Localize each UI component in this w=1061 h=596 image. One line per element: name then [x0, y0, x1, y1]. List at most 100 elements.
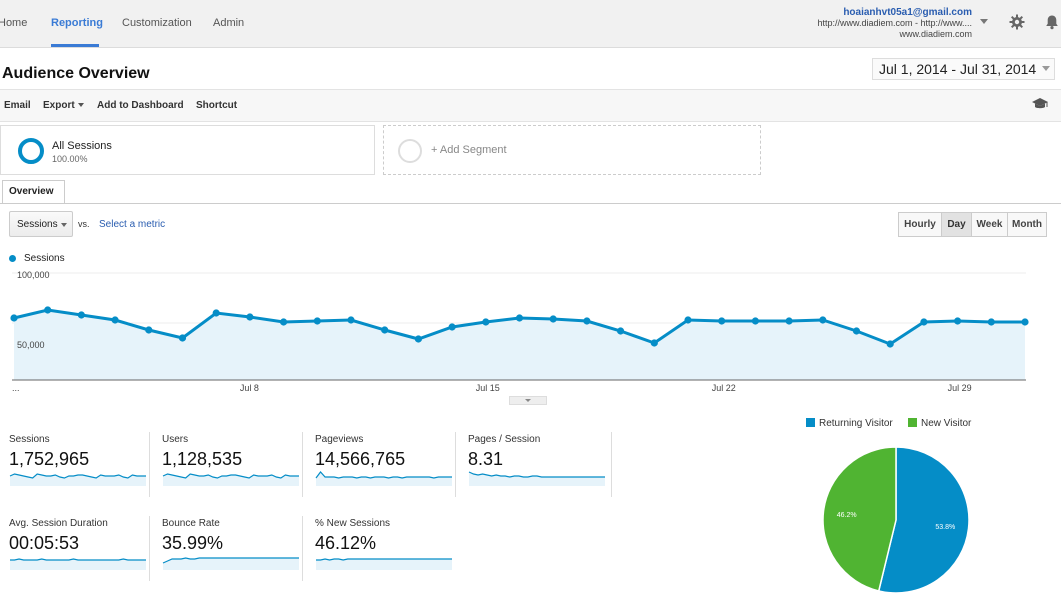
add-segment-label: + Add Segment: [431, 144, 507, 156]
new-visitor-swatch: [908, 418, 917, 427]
tab-overview[interactable]: Overview: [2, 180, 65, 204]
sparkline-fill: [163, 558, 299, 570]
granularity-hourly-button[interactable]: Hourly: [898, 212, 942, 237]
sessions-point-19: [617, 327, 625, 335]
sessions-point-7: [212, 309, 220, 317]
select-metric-link[interactable]: Select a metric: [99, 219, 166, 230]
sessions-point-1: [10, 314, 18, 322]
x-tick-label-2: Jul 15: [476, 383, 500, 393]
x-tick-label-0: ...: [12, 383, 20, 393]
sessions-point-22: [718, 317, 726, 325]
export-button[interactable]: Export: [43, 100, 84, 111]
segment-all-sessions[interactable]: All Sessions 100.00%: [0, 125, 375, 175]
metric-dropdown-caret-icon: [61, 223, 67, 227]
sessions-point-28: [920, 318, 928, 326]
sessions-point-6: [178, 334, 187, 342]
metric-label: Pageviews: [315, 434, 364, 445]
metric-label: Avg. Session Duration: [9, 518, 108, 529]
metric-value: 35.99%: [162, 533, 224, 553]
metric-divider: [611, 432, 612, 497]
account-view: www.diadiem.com: [899, 29, 972, 39]
tab-admin[interactable]: Admin: [213, 17, 245, 29]
granularity-week-button[interactable]: Week: [971, 212, 1008, 237]
sessions-point-20: [650, 339, 658, 347]
y-tick-label-100000: 100,000: [17, 270, 50, 280]
pie-label-returning-visitor: 53.8%: [935, 524, 955, 531]
metric-value: 8.31: [468, 449, 504, 469]
sessions-legend-label: Sessions: [24, 253, 65, 264]
metric-value: 1,128,535: [162, 449, 243, 469]
sessions-legend-dot: [9, 255, 16, 262]
sessions-point-8: [246, 313, 254, 321]
metric-card-pages-per-session[interactable]: Pages / Session 8.31: [459, 432, 612, 497]
active-tab-indicator: [51, 44, 99, 47]
metric-value: 00:05:53: [9, 533, 80, 553]
sessions-point-9: [280, 318, 288, 326]
sessions-point-21: [684, 316, 692, 324]
metric-divider: [302, 432, 303, 497]
sessions-point-26: [852, 327, 861, 335]
sparkline-fill: [10, 474, 146, 486]
tab-reporting[interactable]: Reporting: [51, 17, 103, 29]
metric-card-bounce-rate[interactable]: Bounce Rate 35.99%: [153, 516, 303, 581]
sparkline-line: [162, 473, 299, 479]
chart-expand-caret-icon[interactable]: [525, 399, 531, 402]
sessions-point-15: [482, 318, 490, 326]
sessions-point-18: [583, 317, 591, 325]
metric-sparkline: [162, 557, 299, 570]
pie-slice-new-visitor: [822, 446, 897, 592]
settings-gear-icon[interactable]: [1009, 14, 1025, 30]
add-segment-button[interactable]: + Add Segment: [383, 125, 761, 175]
graduation-cap-icon[interactable]: [1031, 97, 1049, 111]
metric-sparkline: [9, 473, 146, 486]
sparkline-line: [468, 471, 605, 478]
metric-value: 46.12%: [315, 533, 377, 553]
segment-name: All Sessions: [52, 140, 112, 152]
sessions-area-fill: [14, 310, 1025, 380]
metric-card-pageviews[interactable]: Pageviews 14,566,765: [306, 432, 456, 497]
metric-divider: [455, 432, 456, 497]
notifications-bell-icon[interactable]: [1044, 14, 1060, 30]
metric-label: Pages / Session: [468, 434, 541, 445]
visitor-type-pie-chart: 53.8% 46.2%: [822, 446, 970, 594]
tab-divider: [0, 203, 1061, 204]
sessions-point-3: [77, 311, 85, 319]
sessions-point-17: [549, 315, 557, 323]
date-range-caret-icon[interactable]: [1042, 66, 1050, 71]
x-tick-label-3: Jul 22: [712, 383, 736, 393]
y-tick-label-50000: 50,000: [17, 340, 45, 350]
metric-label: % New Sessions: [315, 518, 391, 529]
tab-customization[interactable]: Customization: [122, 17, 192, 29]
sessions-point-4: [111, 316, 119, 324]
metric-sparkline: [468, 471, 605, 486]
export-label: Export: [43, 100, 75, 111]
metric-card-avg-session-duration[interactable]: Avg. Session Duration 00:05:53: [0, 516, 150, 581]
metric-dropdown[interactable]: Sessions: [9, 211, 73, 237]
report-toolbar: Email Export Add to Dashboard Shortcut: [0, 89, 1061, 122]
sessions-point-16: [515, 314, 524, 322]
sessions-point-12: [381, 326, 389, 334]
segment-percentage: 100.00%: [52, 154, 88, 164]
add-to-dashboard-button[interactable]: Add to Dashboard: [97, 100, 184, 111]
account-email: hoaianhvt05a1@gmail.com: [843, 7, 972, 18]
granularity-month-button[interactable]: Month: [1007, 212, 1047, 237]
account-dropdown-caret-icon[interactable]: [980, 19, 988, 24]
shortcut-button[interactable]: Shortcut: [196, 100, 238, 111]
metric-label: Bounce Rate: [162, 518, 220, 529]
metric-card-new-sessions[interactable]: % New Sessions 46.12%: [306, 516, 456, 581]
metric-label: Sessions: [9, 434, 50, 445]
tab-home[interactable]: Home: [0, 17, 28, 29]
metric-card-sessions[interactable]: Sessions 1,752,965: [0, 432, 150, 497]
metric-sparkline: [10, 558, 146, 570]
metric-divider: [302, 516, 303, 581]
email-button[interactable]: Email: [4, 100, 31, 111]
granularity-day-button[interactable]: Day: [941, 212, 972, 237]
metric-card-users[interactable]: Users 1,128,535: [153, 432, 303, 497]
pie-legend-returning: Returning Visitor: [806, 418, 893, 429]
sessions-point-14: [448, 323, 456, 331]
segment-ring-icon: [18, 138, 44, 164]
metric-sparkline: [316, 558, 452, 570]
sparkline-line: [162, 557, 299, 564]
account-selector[interactable]: hoaianhvt05a1@gmail.com http://www.diadi…: [817, 7, 972, 40]
date-range-picker[interactable]: Jul 1, 2014 - Jul 31, 2014: [872, 58, 1055, 80]
